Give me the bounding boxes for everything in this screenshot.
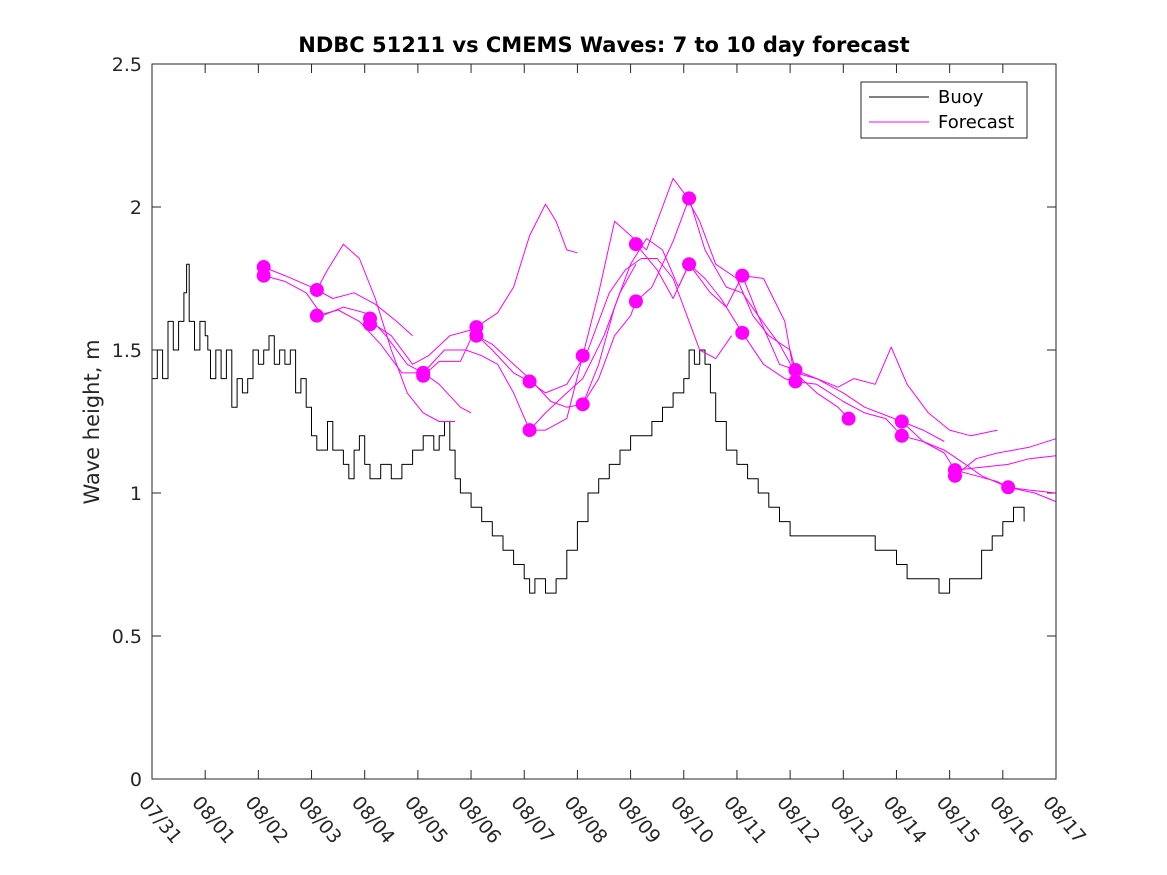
forecast-series-line — [369, 258, 733, 394]
forecast-start-marker — [788, 374, 803, 389]
forecast-start-marker — [522, 423, 537, 438]
forecast-start-marker — [309, 282, 324, 297]
forecast-series-line — [954, 438, 1057, 477]
forecast-series-line — [635, 243, 945, 442]
forecast-start-marker — [522, 374, 537, 389]
forecast-series-line — [901, 421, 1057, 494]
forecast-series-line — [422, 203, 578, 377]
forecast-start-marker — [628, 294, 643, 309]
y-tick-labels: 0 0.5 1 1.5 2 2.5 — [112, 54, 142, 791]
forecast-series-line — [795, 346, 998, 437]
buoy-series-line — [152, 263, 1025, 594]
y-axis-label: Wave height, m — [80, 339, 104, 504]
forecast-start-marker — [309, 308, 324, 323]
forecast-start-marker — [682, 257, 697, 272]
forecast-start-marker — [841, 411, 856, 426]
forecast-series-line — [316, 243, 456, 422]
forecast-start-marker — [1001, 480, 1016, 495]
forecast-start-marker — [735, 325, 750, 340]
forecast-series-line — [529, 177, 796, 431]
plot-area — [152, 64, 1056, 779]
plot-frame — [151, 63, 1057, 780]
forecast-start-marker — [682, 191, 697, 206]
y-tick-label: 2.5 — [112, 54, 142, 76]
forecast-series-line — [582, 197, 849, 419]
forecast-series-line — [742, 275, 1057, 503]
forecast-start-marker — [469, 328, 484, 343]
forecast-start-marker — [947, 468, 962, 483]
legend: Buoy Forecast — [860, 81, 1028, 139]
forecast-start-marker — [628, 237, 643, 252]
y-tick-label: 2 — [130, 197, 142, 219]
series-layer — [152, 177, 1057, 594]
forecast-start-marker — [575, 397, 590, 412]
y-tick-label: 1 — [130, 483, 142, 505]
forecast-start-marker — [256, 268, 271, 283]
forecast-start-marker — [363, 317, 378, 332]
forecast-start-marker — [735, 268, 750, 283]
y-tick-label: 1.5 — [112, 340, 142, 362]
legend-buoy-label: Buoy — [938, 87, 984, 108]
forecast-series-line — [954, 455, 1057, 471]
y-tick-label: 0 — [130, 769, 142, 791]
legend-forecast-label: Forecast — [938, 112, 1014, 133]
forecast-start-marker — [416, 368, 431, 383]
forecast-start-marker — [575, 348, 590, 363]
forecast-start-marker — [894, 428, 909, 443]
forecast-start-marker — [894, 414, 909, 429]
forecast-series-line — [263, 266, 413, 337]
y-tick-label: 0.5 — [112, 626, 142, 648]
marker-layer — [256, 191, 1016, 495]
chart-title: NDBC 51211 vs CMEMS Waves: 7 to 10 day f… — [298, 33, 909, 57]
legend-box — [860, 81, 1028, 139]
forecast-series-line — [316, 263, 637, 431]
